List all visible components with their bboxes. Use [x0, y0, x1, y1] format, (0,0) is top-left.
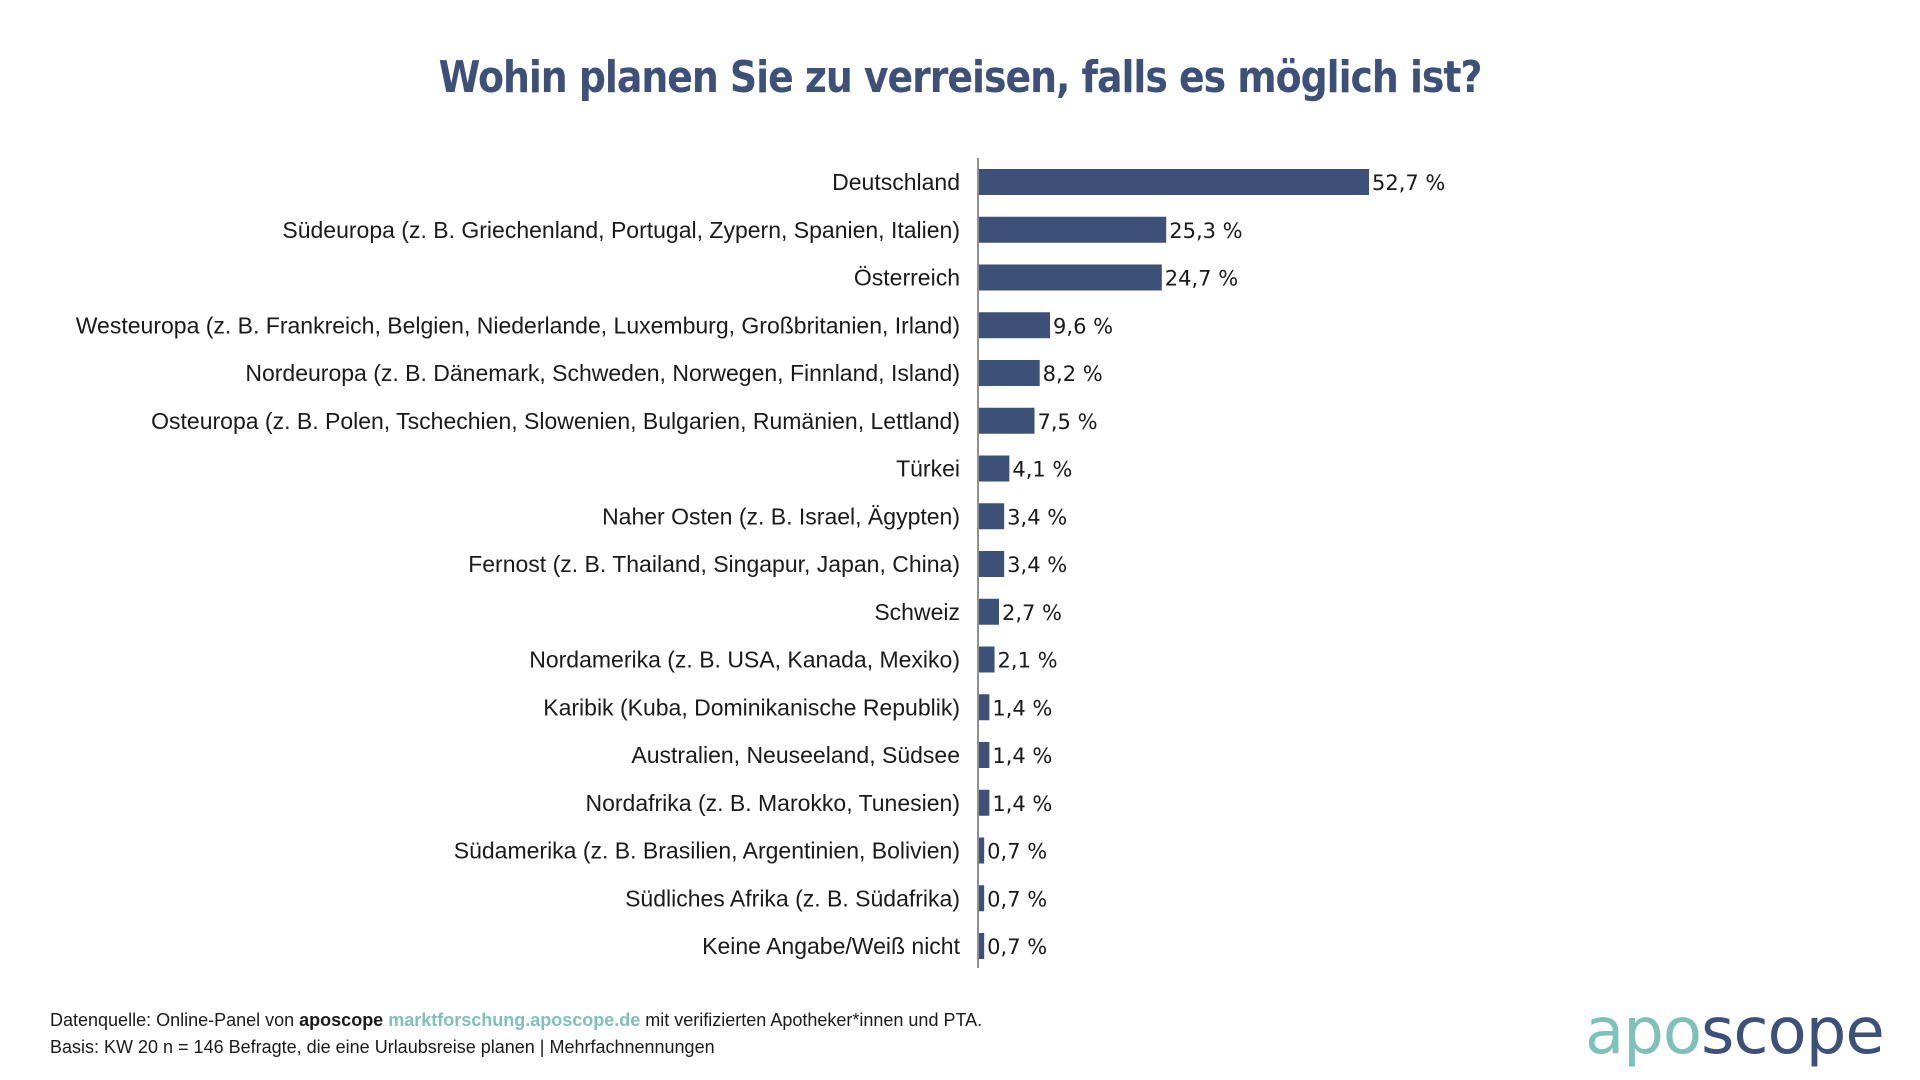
- bar: [979, 312, 1051, 339]
- category-label: Karibik (Kuba, Dominikanische Republik): [543, 694, 960, 720]
- category-label: Türkei: [896, 456, 960, 482]
- bar: [979, 360, 1040, 386]
- footer-source-link[interactable]: marktforschung.aposcope.de: [388, 1010, 641, 1030]
- category-label: Westeuropa (z. B. Frankreich, Belgien, N…: [76, 312, 960, 338]
- bar: [979, 694, 990, 721]
- category-label: Australien, Neuseeland, Südsee: [631, 742, 960, 768]
- value-label: 7,5 %: [1038, 410, 1098, 434]
- value-label: 0,7 %: [987, 840, 1047, 864]
- category-label: Keine Angabe/Weiß nicht: [702, 933, 960, 959]
- value-label: 2,1 %: [998, 649, 1058, 673]
- value-label: 1,4 %: [992, 696, 1052, 720]
- bar: [979, 216, 1167, 243]
- bar: [979, 837, 985, 864]
- category-label: Osteuropa (z. B. Polen, Tschechien, Slow…: [151, 408, 960, 434]
- bar: [979, 789, 990, 816]
- value-label: 4,1 %: [1012, 458, 1072, 482]
- category-label: Schweiz: [874, 599, 960, 625]
- value-label: 25,3 %: [1169, 219, 1242, 243]
- bar: [979, 169, 1369, 195]
- logo-part-scope: scope: [1701, 995, 1885, 1069]
- footer-source-brand: aposcope: [299, 1010, 384, 1030]
- bar: [979, 598, 999, 625]
- category-label: Nordafrika (z. B. Marokko, Tunesien): [585, 790, 960, 816]
- logo-part-apo: apo: [1585, 995, 1702, 1069]
- category-label: Naher Osten (z. B. Israel, Ägypten): [602, 503, 960, 529]
- bar: [979, 503, 1005, 530]
- category-label: Deutschland: [832, 169, 960, 195]
- value-label: 0,7 %: [987, 935, 1047, 959]
- category-label: Nordamerika (z. B. USA, Kanada, Mexiko): [529, 647, 960, 673]
- bar: [979, 455, 1010, 482]
- value-label: 3,4 %: [1007, 505, 1067, 529]
- bar: [979, 407, 1035, 434]
- bar: [979, 551, 1005, 577]
- value-label: 0,7 %: [987, 887, 1047, 911]
- bars-group: Deutschland 52,7 % Südeuropa (z. B. Griech…: [76, 169, 1445, 959]
- category-label: Südeuropa (z. B. Griechenland, Portugal,…: [282, 217, 960, 243]
- value-label: 1,4 %: [992, 792, 1052, 816]
- value-label: 9,6 %: [1053, 314, 1113, 338]
- bar: [979, 933, 985, 959]
- value-label: 8,2 %: [1043, 362, 1103, 386]
- category-label: Fernost (z. B. Thailand, Singapur, Japan…: [468, 551, 960, 577]
- footer-source-suffix: mit verifizierten Apotheker*innen und PT…: [640, 1010, 983, 1030]
- bar: [979, 646, 995, 673]
- category-label: Südamerika (z. B. Brasilien, Argentinien…: [454, 838, 960, 864]
- footer-source: Datenquelle: Online-Panel von aposcope m…: [50, 1010, 982, 1031]
- category-label: Österreich: [854, 265, 960, 291]
- category-label: Südliches Afrika (z. B. Südafrika): [625, 885, 960, 911]
- bar: [979, 742, 990, 768]
- footer-basis: Basis: KW 20 n = 146 Befragte, die eine …: [50, 1037, 715, 1057]
- footer-source-prefix: Datenquelle: Online-Panel von: [50, 1010, 300, 1030]
- value-label: 1,4 %: [992, 744, 1052, 768]
- aposcope-logo: aposcope: [1585, 995, 1885, 1069]
- value-label: 3,4 %: [1007, 553, 1067, 577]
- value-label: 52,7 %: [1372, 171, 1445, 195]
- bar: [979, 264, 1162, 291]
- value-label: 2,7 %: [1002, 601, 1062, 625]
- category-label: Nordeuropa (z. B. Dänemark, Schweden, No…: [245, 360, 960, 386]
- chart-title: Wohin planen Sie zu verreisen, falls es …: [438, 52, 1483, 103]
- value-label: 24,7 %: [1165, 267, 1238, 291]
- bar: [979, 885, 985, 912]
